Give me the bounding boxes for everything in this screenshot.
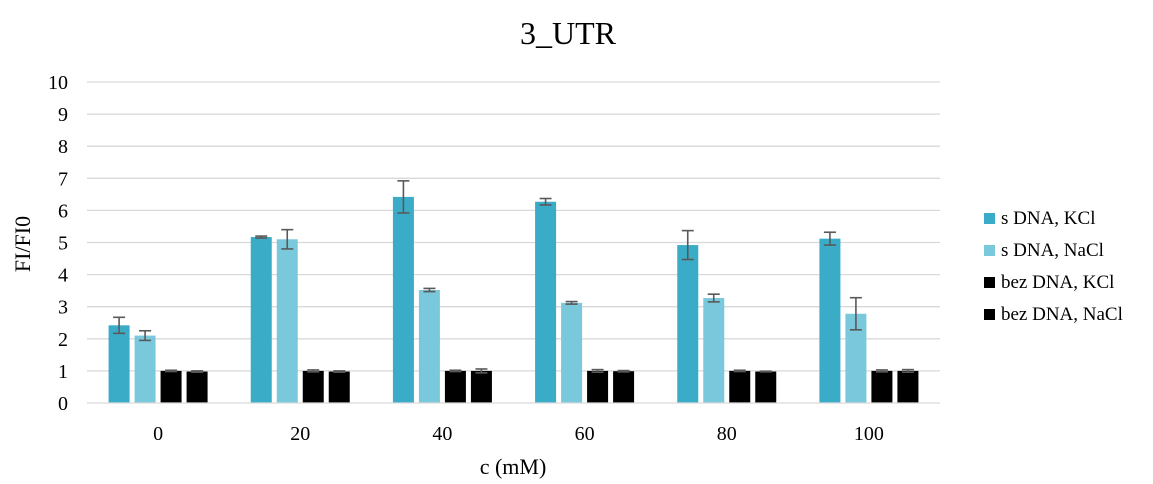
bar-3-100: [897, 370, 919, 403]
legend-swatch-2: [984, 277, 995, 288]
error-bar-1-80: [707, 293, 720, 303]
error-bar-3-0: [191, 370, 204, 373]
gridlines: [87, 81, 940, 372]
bar-0-40: [392, 196, 414, 403]
legend-swatch-1: [984, 245, 995, 256]
error-bar-0-80: [681, 229, 694, 261]
x-tick-label-60: 60: [575, 423, 595, 445]
y-tick-label-6: 6: [58, 200, 68, 222]
y-axis-title: FI/FI0: [10, 216, 35, 272]
x-axis-tick-labels: 0 20 40 60 80 100: [153, 423, 884, 445]
bar-3-40: [470, 370, 492, 403]
y-tick-label-7: 7: [58, 168, 68, 190]
error-bar-3-100: [901, 368, 914, 373]
error-bar-1-0: [139, 329, 152, 342]
bar-2-80: [729, 370, 751, 403]
error-bar-2-40: [449, 369, 462, 373]
bar-2-20: [302, 370, 324, 403]
error-bar-1-60: [565, 300, 578, 305]
bar-1-40: [418, 290, 440, 403]
bars: [108, 196, 919, 403]
error-bar-2-0: [165, 369, 178, 373]
y-tick-label-10: 10: [48, 72, 68, 94]
bar-3-0: [186, 371, 208, 403]
bar-0-80: [677, 245, 699, 403]
y-axis-tick-labels: 0 1 2 3 4 5 6 7 8 9 10: [48, 72, 68, 415]
bar-2-60: [587, 370, 609, 403]
y-tick-label-8: 8: [58, 136, 68, 158]
error-bar-2-60: [591, 368, 604, 373]
legend-swatch-3: [984, 309, 995, 320]
x-tick-label-80: 80: [717, 423, 737, 445]
bar-2-40: [444, 370, 466, 403]
error-bar-0-60: [539, 197, 552, 206]
bar-0-60: [535, 201, 557, 403]
error-bar-3-80: [759, 370, 772, 373]
bar-0-100: [819, 238, 841, 403]
legend: s DNA, KCl s DNA, NaCl bez DNA, KCl bez DNA…: [984, 208, 1123, 325]
x-tick-label-40: 40: [432, 423, 452, 445]
y-tick-label-9: 9: [58, 104, 68, 126]
error-bar-2-80: [733, 369, 746, 373]
bar-1-60: [561, 302, 583, 403]
legend-label-2: bez DNA, KCl: [1001, 272, 1114, 293]
legend-swatch-0: [984, 213, 995, 224]
error-bar-3-60: [617, 369, 630, 373]
bar-3-20: [328, 371, 350, 403]
error-bar-0-100: [823, 231, 836, 246]
error-bar-0-20: [255, 235, 268, 239]
bar-0-20: [250, 237, 272, 403]
error-bar-3-40: [475, 368, 488, 374]
y-tick-label-0: 0: [58, 393, 68, 415]
error-bar-1-40: [423, 287, 436, 293]
legend-label-3: bez DNA, NaCl: [1001, 304, 1123, 325]
x-axis-title: c (mM): [480, 454, 547, 479]
x-tick-label-20: 20: [290, 423, 310, 445]
error-bar-1-100: [849, 296, 862, 331]
legend-label-1: s DNA, NaCl: [1001, 240, 1104, 261]
bar-1-0: [134, 335, 156, 403]
error-bar-2-20: [307, 369, 320, 373]
x-tick-label-100: 100: [854, 423, 884, 445]
y-tick-label-4: 4: [58, 265, 68, 287]
y-tick-label-3: 3: [58, 297, 68, 319]
error-bars: [113, 180, 914, 374]
legend-label-0: s DNA, KCl: [1001, 208, 1095, 229]
error-bar-3-20: [333, 370, 346, 373]
error-bar-2-100: [875, 369, 888, 373]
bar-0-0: [108, 325, 130, 403]
error-bar-0-40: [397, 180, 410, 214]
bar-3-80: [755, 371, 777, 403]
bar-2-0: [160, 370, 182, 403]
y-tick-label-2: 2: [58, 329, 68, 351]
y-tick-label-5: 5: [58, 233, 68, 255]
bar-1-100: [845, 313, 867, 403]
y-tick-label-1: 1: [58, 361, 68, 383]
chart-title: 3_UTR: [520, 15, 617, 51]
bar-1-80: [703, 298, 725, 403]
x-tick-label-0: 0: [153, 423, 163, 445]
error-bar-1-20: [281, 228, 294, 250]
bar-2-100: [871, 370, 893, 403]
error-bar-0-0: [113, 316, 126, 335]
bar-1-20: [276, 239, 298, 403]
bar-3-60: [613, 371, 635, 403]
